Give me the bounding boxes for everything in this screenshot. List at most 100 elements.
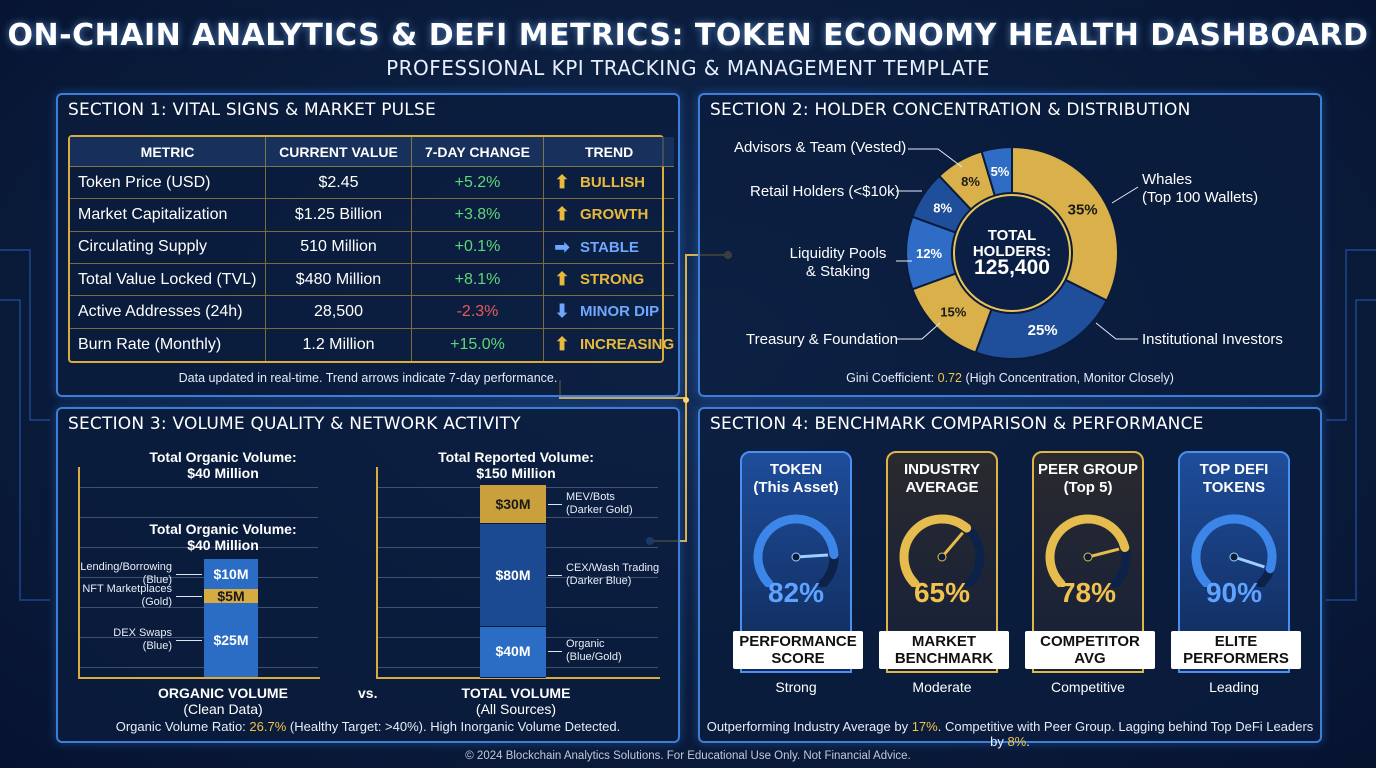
gauge-dial <box>753 514 839 587</box>
column-header-metric: METRIC <box>70 137 266 167</box>
card-status: Leading <box>1209 679 1259 695</box>
gini-suffix: (High Concentration, Monitor Closely) <box>961 371 1174 385</box>
badge-line1: MARKET <box>911 633 977 650</box>
card-status: Strong <box>775 679 817 695</box>
segment-leader <box>176 640 202 642</box>
organic-gridline <box>80 517 318 518</box>
benchmark-cards: TOKEN (This Asset) 82% PERFORMANCE SCORE Stro… <box>700 409 1320 741</box>
arrow-up-icon: ⬆ <box>554 204 570 225</box>
segment-leader <box>176 573 202 575</box>
segment-leader <box>548 574 562 576</box>
card-title-line1: TOKEN <box>769 461 823 478</box>
card-badge: MARKET BENCHMARK <box>879 631 1009 669</box>
section1-note: Data updated in real-time. Trend arrows … <box>178 371 558 385</box>
total-top-label-2: $150 Million <box>476 465 556 481</box>
seven-day-change: +5.2% <box>412 167 544 200</box>
section1-title: SECTION 1: VITAL SIGNS & MARKET PULSE <box>68 100 436 120</box>
gauge-dial <box>899 514 985 587</box>
column-header-current-value: CURRENT VALUE <box>266 137 412 167</box>
column-header-trend: TREND <box>544 137 675 167</box>
seven-day-change: +8.1% <box>412 263 544 297</box>
badge-line2: SCORE <box>771 650 825 667</box>
trend-label: BULLISH <box>580 174 645 192</box>
current-value: $480 Million <box>266 263 412 297</box>
card-title-line1: INDUSTRY <box>903 461 981 478</box>
seven-day-change: +3.8% <box>412 199 544 232</box>
benchmark-card: PEER GROUP (Top 5) 78% COMPETITOR AVG Competi… <box>1025 451 1155 695</box>
organic-gridline <box>80 667 318 668</box>
organic-bar-segment: $25M <box>204 603 258 677</box>
card-title-line1: TOP DEFI <box>1199 461 1269 478</box>
total-segment-name-1: MEV/Bots <box>566 491 615 504</box>
badge-line2: PERFORMERS <box>1183 650 1289 667</box>
gauge-hub <box>1083 552 1093 562</box>
arrow-up-icon: ⬆ <box>554 172 570 193</box>
card-title-line2: (This Asset) <box>753 479 839 496</box>
segment-leader <box>548 651 562 653</box>
gauge-value: 90% <box>1205 577 1263 608</box>
total-bottom-label-2: (All Sources) <box>475 701 557 717</box>
segment-leader <box>548 504 562 506</box>
organic-top-label-2: $40 Million <box>187 465 259 481</box>
organic-volume-chart: Total Organic Volume: $40 Million Total Or… <box>58 409 368 741</box>
total-bar-segment: $80M <box>480 523 546 627</box>
total-holders-label: TOTAL HOLDERS: <box>972 227 1052 260</box>
benchmark-card: TOKEN (This Asset) 82% PERFORMANCE SCORE Stro… <box>733 451 863 695</box>
organic-gridline <box>80 607 318 608</box>
gauge-value: 65% <box>913 577 971 608</box>
card-title-line2: (Top 5) <box>1063 479 1113 496</box>
card-badge: PERFORMANCE SCORE <box>733 631 863 669</box>
benchmark-card: TOP DEFI TOKENS 90% ELITE PERFORMERS Leading <box>1171 451 1301 695</box>
organic-segment-name-2: (Blue) <box>142 640 172 653</box>
trend-cell: ⬆ GROWTH <box>544 199 675 232</box>
card-status: Competitive <box>1051 679 1125 695</box>
total-segment-name-2: (Darker Blue) <box>566 574 632 587</box>
badge-line1: COMPETITOR <box>1040 633 1140 650</box>
gauge-value: 78% <box>1059 577 1117 608</box>
organic-gridline <box>80 637 318 638</box>
current-value: $2.45 <box>266 167 412 200</box>
donut-slice-label: 15% <box>940 305 966 320</box>
card-status: Moderate <box>912 679 972 695</box>
organic-segment-name-1: NFT Marketplaces <box>82 582 172 595</box>
label-liquidity-pools-1: Liquidity Pools <box>789 245 887 262</box>
label-whales-2: (Top 100 Wallets) <box>1142 189 1259 206</box>
total-top-label-1: Total Reported Volume: <box>438 449 594 465</box>
label-whales-1: Whales <box>1142 171 1193 188</box>
gauge-hub <box>1229 552 1239 562</box>
organic-segment-name-2: (Gold) <box>141 595 172 608</box>
gauge-hub <box>937 552 947 562</box>
section4-title: SECTION 4: BENCHMARK COMPARISON & PERFOR… <box>710 414 1204 434</box>
benchmark-note: Outperforming Industry Average by 17%. C… <box>700 719 1320 749</box>
gauge-fill <box>753 514 839 587</box>
metric-name: Circulating Supply <box>70 231 266 264</box>
metric-name: Market Capitalization <box>70 199 266 232</box>
total-axis <box>376 467 660 679</box>
gauge-hub <box>791 552 801 562</box>
organic-bar-segment: $5M <box>204 588 258 604</box>
leader-lines <box>896 148 1139 340</box>
organic-top-label-1: Total Organic Volume: <box>149 449 297 465</box>
section-holder-distribution: SECTION 2: HOLDER CONCENTRATION & DISTRI… <box>698 93 1322 397</box>
card-title-line2: TOKENS <box>1202 479 1266 496</box>
arrow-right-icon: ➡ <box>554 236 570 257</box>
donut-slice <box>1011 145 1119 302</box>
seven-day-change: -2.3% <box>412 296 544 329</box>
organic-mid-label-1: Total Organic Volume: <box>149 521 297 537</box>
footer-disclaimer: © 2024 Blockchain Analytics Solutions. F… <box>465 750 911 762</box>
organic-segment-name-1: Lending/Borrowing <box>80 560 172 573</box>
bench-note-p3: . <box>1026 734 1030 749</box>
card-badge: COMPETITOR AVG <box>1025 631 1155 669</box>
gini-prefix: Gini Coefficient: <box>846 371 938 385</box>
column-header-7day-change: 7-DAY CHANGE <box>412 137 544 167</box>
trend-cell: ⬆ BULLISH <box>544 167 675 200</box>
gini-value: 0.72 <box>937 371 962 385</box>
current-value: 510 Million <box>266 231 412 264</box>
ratio-prefix: Organic Volume Ratio: <box>115 719 250 734</box>
ratio-value: 26.7% <box>249 719 287 734</box>
current-value: 1.2 Million <box>266 328 412 361</box>
total-holders-value: 125,400 <box>974 256 1050 279</box>
label-retail: Retail Holders (<$10k) <box>750 183 900 200</box>
metric-name: Burn Rate (Monthly) <box>70 328 266 361</box>
donut-slice-label: 25% <box>1028 322 1058 339</box>
